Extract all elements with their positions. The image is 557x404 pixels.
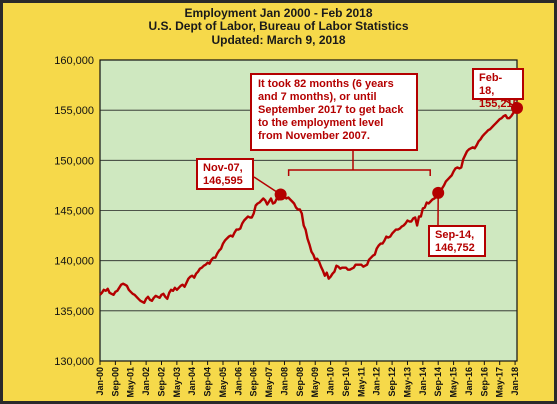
x-tick-label: May-01 bbox=[126, 367, 136, 398]
employment-series-line bbox=[99, 107, 518, 304]
x-tick-label: Jan-16 bbox=[464, 367, 474, 396]
x-tick-label: Sep-16 bbox=[479, 367, 489, 397]
callout-sep14: Sep-14, 146,752 bbox=[428, 225, 486, 257]
x-tick-label: Sep-08 bbox=[295, 367, 305, 397]
x-tick-label: Sep-04 bbox=[203, 367, 213, 397]
recovery-note: It took 82 months (6 years and 7 months)… bbox=[250, 73, 418, 151]
callout-nov07: Nov-07, 146,595 bbox=[196, 158, 254, 190]
x-tick-label: Jan-00 bbox=[95, 367, 105, 396]
x-tick-label: May-09 bbox=[310, 367, 320, 398]
x-tick-label: May-05 bbox=[218, 367, 228, 398]
y-tick-label: 140,000 bbox=[54, 256, 94, 268]
x-tick-label: Sep-00 bbox=[110, 367, 120, 397]
x-tick-label: Sep-12 bbox=[387, 367, 397, 397]
chart-updated: Updated: March 9, 2018 bbox=[211, 33, 346, 47]
x-tick-label: May-13 bbox=[402, 367, 412, 398]
x-tick-label: May-15 bbox=[449, 367, 459, 398]
x-tick-label: Sep-06 bbox=[249, 367, 259, 397]
x-tick-label: May-17 bbox=[495, 367, 505, 398]
callout-feb18-value: 155,215 bbox=[479, 98, 519, 110]
y-tick-label: 160,000 bbox=[54, 55, 94, 67]
x-tick-label: May-11 bbox=[356, 367, 366, 397]
marker-sep14 bbox=[432, 186, 445, 199]
x-tick-label: Jan-02 bbox=[141, 367, 151, 396]
callout-sep14-value: 146,752 bbox=[435, 242, 475, 254]
x-tick-label: Jan-10 bbox=[326, 367, 336, 396]
marker-feb18 bbox=[511, 102, 523, 115]
x-tick-label: Jan-14 bbox=[418, 367, 428, 396]
chart-subtitle: U.S. Dept of Labor, Bureau of Labor Stat… bbox=[148, 19, 409, 33]
y-tick-label: 135,000 bbox=[54, 306, 94, 318]
callout-nov07-value: 146,595 bbox=[203, 175, 243, 187]
x-tick-label: May-07 bbox=[264, 367, 274, 398]
x-tick-label: Sep-14 bbox=[433, 367, 443, 397]
recovery-bracket bbox=[287, 151, 431, 176]
chart-title: Employment Jan 2000 - Feb 2018 bbox=[184, 6, 373, 20]
x-tick-label: Jan-06 bbox=[233, 367, 243, 396]
y-tick-label: 155,000 bbox=[54, 105, 94, 117]
x-tick-label: Jan-08 bbox=[279, 367, 289, 396]
x-tick-label: Sep-10 bbox=[341, 367, 351, 397]
callout-sep14-date: Sep-14, bbox=[435, 229, 475, 241]
x-tick-label: Jan-04 bbox=[187, 367, 197, 396]
y-tick-label: 150,000 bbox=[54, 155, 94, 167]
x-tick-label: Jan-12 bbox=[372, 367, 382, 396]
callout-nov07-date: Nov-07, bbox=[203, 162, 243, 174]
marker-nov07 bbox=[274, 188, 287, 201]
x-tick-label: Sep-02 bbox=[156, 367, 166, 397]
y-tick-label: 130,000 bbox=[54, 356, 94, 368]
callout-feb18-date: Feb-18, bbox=[479, 72, 503, 97]
x-tick-label: May-03 bbox=[172, 367, 182, 398]
callout-feb18: Feb-18, 155,215 bbox=[472, 68, 524, 110]
y-tick-label: 145,000 bbox=[54, 206, 94, 218]
x-tick-label: Jan-18 bbox=[510, 367, 520, 396]
